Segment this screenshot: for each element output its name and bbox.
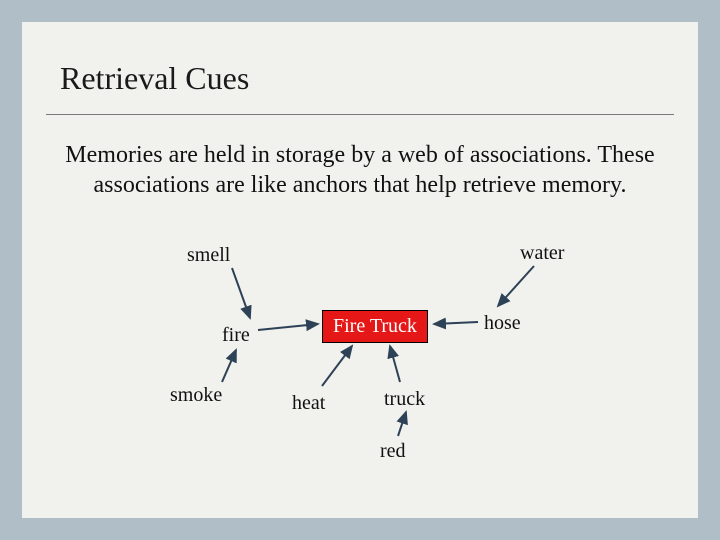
arrow-smoke [222,350,236,382]
node-red: red [380,440,406,463]
slide-body-text: Memories are held in storage by a web of… [52,140,668,200]
arrow-hose [434,322,478,324]
node-hose: hose [484,312,521,335]
node-truck: truck [384,388,425,411]
node-water: water [520,242,564,265]
node-smoke: smoke [170,384,222,407]
arrow-smell [232,268,250,318]
arrow-red [398,412,406,436]
slide-frame: Retrieval Cues Memories are held in stor… [22,22,698,518]
arrow-truck [390,346,400,382]
node-smell: smell [187,244,230,267]
title-divider [46,114,674,115]
node-fire: fire [222,324,250,347]
center-node-fire-truck: Fire Truck [322,310,428,343]
arrow-water [498,266,534,306]
arrow-heat [322,346,352,386]
arrow-fire [258,324,318,330]
slide-title: Retrieval Cues [60,60,249,97]
node-heat: heat [292,392,325,415]
